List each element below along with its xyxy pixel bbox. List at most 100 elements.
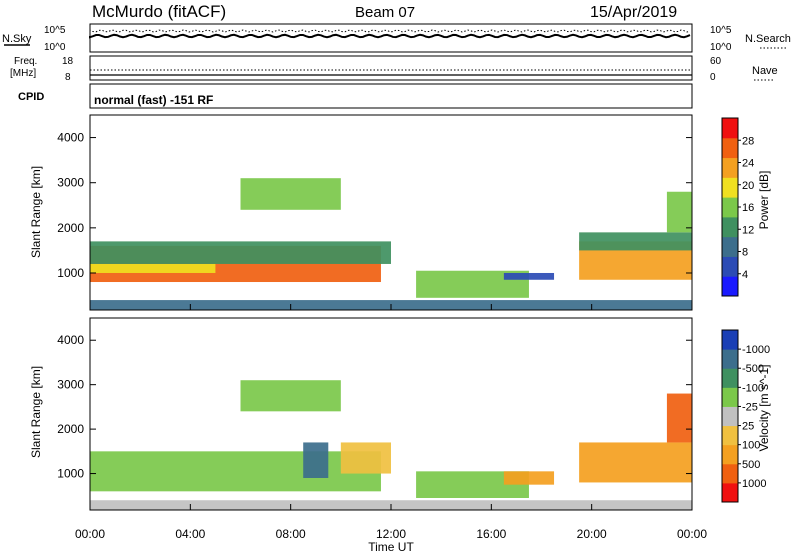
colorbar-segment bbox=[722, 387, 738, 407]
colorbar-segment bbox=[722, 177, 738, 198]
y-tick-label: 4000 bbox=[57, 131, 84, 145]
power-y-axis-label: Slant Range [km] bbox=[29, 166, 43, 258]
x-tick-label: 20:00 bbox=[577, 527, 607, 541]
x-tick-label: 16:00 bbox=[476, 527, 506, 541]
power-panel: 1000 2000 3000 4000 Slant Range [km] bbox=[29, 114, 693, 311]
colorbar-frame bbox=[721, 329, 739, 503]
beam-label: Beam 07 bbox=[355, 4, 415, 21]
nsearch-label: N.Search bbox=[745, 33, 791, 45]
velocity-y-axis-label: Slant Range [km] bbox=[29, 366, 43, 458]
x-tick-label: 00:00 bbox=[75, 527, 105, 541]
data-region-4 bbox=[503, 272, 555, 280]
colorbar-segment bbox=[722, 463, 738, 484]
y-tick-label: 2000 bbox=[57, 422, 84, 436]
velocity-panel: 1000 2000 3000 4000 00:00 04:00 08:00 12:00 16:… bbox=[29, 317, 707, 554]
nave-top-tick: 60 bbox=[710, 56, 722, 67]
colorbar-tick-label: 1000 bbox=[742, 478, 766, 490]
nsearch-bottom-tick: 10^0 bbox=[710, 42, 732, 53]
y-tick-label: 1000 bbox=[57, 266, 84, 280]
colorbar-tick-label: 20 bbox=[742, 180, 754, 192]
colorbar-segment bbox=[722, 406, 738, 427]
data-region-6 bbox=[579, 232, 692, 251]
velocity-y-ticks: 1000 2000 3000 4000 bbox=[57, 333, 692, 481]
y-tick-label: 2000 bbox=[57, 221, 84, 235]
colorbar-tick-label: 24 bbox=[742, 158, 754, 170]
nsky-label: N.Sky bbox=[2, 33, 32, 45]
y-tick-label: 4000 bbox=[57, 333, 84, 347]
y-tick-label: 3000 bbox=[57, 176, 84, 190]
colorbar-segment bbox=[722, 197, 738, 218]
colorbar-segment bbox=[722, 118, 738, 139]
cpid-text: normal (fast) -151 RF bbox=[94, 93, 213, 107]
data-region-4 bbox=[503, 471, 555, 485]
colorbar-segment bbox=[722, 444, 738, 465]
data-region-2 bbox=[340, 442, 391, 474]
colorbar-segment bbox=[722, 157, 738, 178]
power-y-ticks: 1000 2000 3000 4000 bbox=[57, 131, 692, 280]
nave-bottom-tick: 0 bbox=[710, 72, 716, 83]
date-label: 15/Apr/2019 bbox=[590, 4, 677, 21]
colorbar-segment bbox=[722, 256, 738, 277]
colorbar-segment bbox=[722, 349, 738, 369]
data-region-5 bbox=[579, 442, 692, 483]
data-region-1 bbox=[303, 442, 329, 478]
nsky-noise-traces bbox=[89, 29, 691, 39]
colorbar-tick-label: 500 bbox=[742, 459, 760, 471]
data-region-0 bbox=[90, 451, 381, 492]
data-region-7 bbox=[240, 380, 341, 412]
colorbar-segment bbox=[722, 236, 738, 257]
colorbar-segment bbox=[722, 276, 738, 297]
colorbar-tick-label: 4 bbox=[742, 269, 748, 281]
x-tick-label: 04:00 bbox=[175, 527, 205, 541]
cpid-panel-frame bbox=[89, 83, 693, 109]
cpid-label: CPID bbox=[18, 91, 44, 103]
x-axis-label: Time UT bbox=[368, 540, 414, 554]
velocity-x-ticks: 00:00 04:00 08:00 12:00 16:00 20:00 00:00 bbox=[75, 504, 707, 541]
colorbar-segment bbox=[722, 368, 738, 388]
colorbar-tick-label: -25 bbox=[742, 401, 758, 413]
colorbar-tick-label: 100 bbox=[742, 440, 760, 452]
data-region-1 bbox=[90, 263, 216, 273]
colorbar-segment bbox=[722, 482, 738, 503]
freq-label: Freq. bbox=[14, 56, 37, 67]
colorbar-tick-label: 12 bbox=[742, 224, 754, 236]
power-colorbar-label: Power [dB] bbox=[757, 171, 771, 230]
velocity-colorbar-label: Velocity [m s^-1] bbox=[757, 365, 771, 452]
nsky-trace bbox=[89, 33, 691, 39]
colorbar-tick-label: 28 bbox=[742, 135, 754, 147]
data-region-2 bbox=[90, 241, 391, 264]
colorbar-tick-label: 16 bbox=[742, 202, 754, 214]
power-colorbar: 4 8 12 16 20 24 28 bbox=[721, 117, 754, 297]
colorbar-segment bbox=[722, 216, 738, 238]
colorbar-tick-label: -100 bbox=[742, 382, 764, 394]
y-tick-label: 1000 bbox=[57, 467, 84, 481]
nsearch-top-tick: 10^5 bbox=[710, 25, 732, 36]
x-tick-label: 08:00 bbox=[276, 527, 306, 541]
nsky-panel-frame bbox=[89, 23, 693, 53]
power-x-tickmarks bbox=[89, 304, 693, 310]
data-region-7 bbox=[666, 191, 692, 233]
freq-top-tick: 18 bbox=[62, 56, 74, 67]
data-region-6 bbox=[666, 393, 692, 443]
freq-bottom-tick: 8 bbox=[65, 72, 71, 83]
colorbar-tick-label: -500 bbox=[742, 363, 764, 375]
freq-panel-frame bbox=[89, 55, 693, 81]
colorbar-tick-label: -1000 bbox=[742, 344, 770, 356]
nsearch-trace bbox=[89, 29, 691, 33]
nsky-top-tick: 10^5 bbox=[44, 25, 66, 36]
colorbar-segment bbox=[722, 425, 738, 446]
colorbar-segment bbox=[722, 137, 738, 159]
data-region-8 bbox=[240, 178, 341, 210]
nave-label: Nave bbox=[752, 65, 778, 77]
freq-unit: [MHz] bbox=[10, 68, 36, 79]
velocity-colorbar: 1000 500 100 25 -25 -100 -500 -1000 bbox=[721, 329, 770, 503]
colorbar-segment bbox=[722, 330, 738, 350]
nsky-bottom-tick: 10^0 bbox=[44, 42, 66, 53]
colorbar-tick-label: 8 bbox=[742, 247, 748, 259]
x-tick-label: 12:00 bbox=[376, 527, 406, 541]
station-title: McMurdo (fitACF) bbox=[92, 2, 226, 21]
x-tick-label: 00:00 bbox=[677, 527, 707, 541]
colorbar-tick-label: 25 bbox=[742, 421, 754, 433]
y-tick-label: 3000 bbox=[57, 378, 84, 392]
